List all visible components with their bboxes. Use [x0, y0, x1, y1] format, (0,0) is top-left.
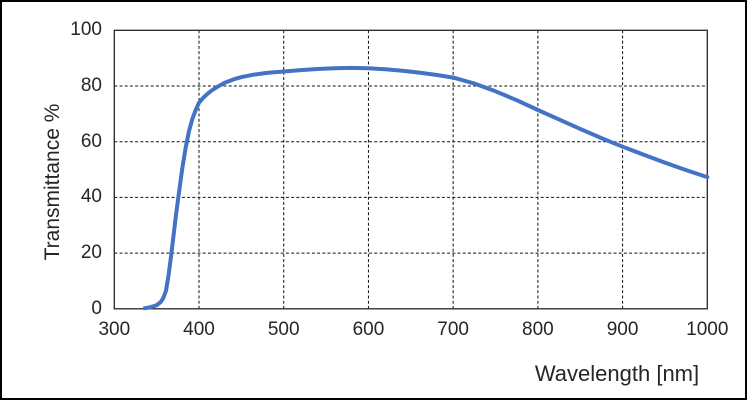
x-tick-label: 900	[606, 319, 639, 340]
x-tick-label: 600	[352, 319, 385, 340]
y-tick-label: 40	[80, 186, 102, 208]
x-tick-label: 400	[183, 319, 215, 340]
x-tick-label: 1000	[686, 319, 729, 340]
y-tick-label: 0	[91, 297, 102, 319]
y-tick-label: 80	[80, 75, 102, 96]
x-tick-label: 800	[522, 319, 554, 340]
y-tick-label: 100	[70, 19, 102, 41]
y-tick-label: 60	[80, 130, 102, 152]
x-axis-title: Wavelength [nm]	[534, 361, 700, 386]
x-tick-label: 700	[437, 319, 469, 340]
x-tick-label: 300	[98, 319, 131, 340]
y-axis-title: Transmittance %	[41, 103, 64, 261]
x-tick-label: 500	[267, 319, 300, 340]
y-tick-label: 20	[80, 242, 102, 264]
